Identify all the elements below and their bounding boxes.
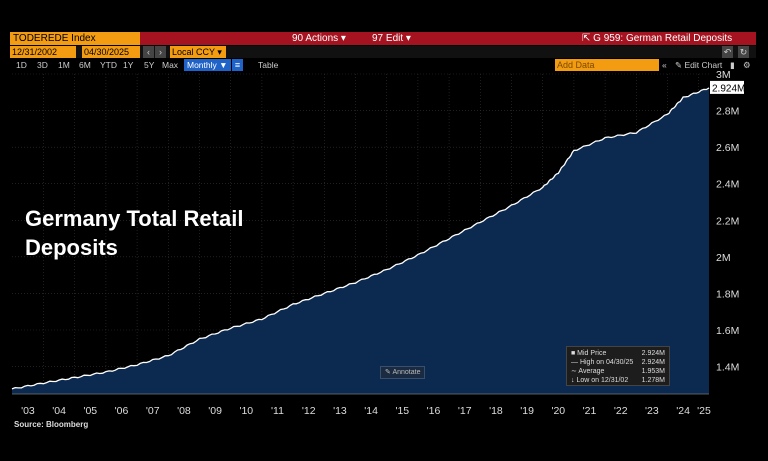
y-tick-label: 2.6M	[716, 142, 739, 154]
frequency-select[interactable]: Monthly ▼	[184, 59, 231, 71]
x-tick-label: '12	[302, 405, 316, 417]
chevron-left-icon: ‹	[147, 47, 150, 57]
x-tick-label: '19	[520, 405, 534, 417]
date-toolbar: 12/31/2002 04/30/2025 ‹ › Local CCY ▾ ↶ …	[10, 46, 756, 58]
y-tick-label: 2M	[716, 252, 731, 264]
series-line	[11, 87, 710, 390]
range-6m[interactable]: 6M	[79, 60, 91, 70]
ticker-field[interactable]: TODEREDE Index	[10, 32, 140, 45]
x-tick-label: '15	[395, 405, 409, 417]
export-icon: ⇱	[582, 33, 591, 44]
x-tick-label: '16	[427, 405, 441, 417]
x-tick-label: '17	[458, 405, 472, 417]
gear-icon[interactable]: ⚙	[743, 60, 751, 70]
range-max[interactable]: Max	[162, 60, 179, 70]
legend-row: ↓ Low on 12/31/02 1.278M	[571, 376, 665, 385]
currency-select[interactable]: Local CCY ▾	[170, 46, 226, 58]
refresh-button[interactable]: ↻	[738, 46, 749, 58]
x-tick-label: '25	[697, 405, 711, 417]
legend-row: ∼ Average 1.953M	[571, 367, 665, 376]
legend-row: — High on 04/30/25 2.924M	[571, 358, 665, 367]
legend: ■ Mid Price 2.924M — High on 04/30/25 2.924…	[566, 346, 670, 386]
chart-id: ⇱ G 959: German Retail Deposits	[582, 33, 733, 44]
y-tick-label: 1.8M	[716, 288, 739, 300]
table-button[interactable]: Table	[258, 60, 279, 70]
legend-value: 2.924M	[641, 359, 665, 366]
last-value-label: 2.924M	[710, 80, 745, 94]
y-tick-label: 1.4M	[716, 362, 739, 374]
undo-icon: ↶	[723, 47, 732, 57]
y-axis: 1.4M 1.6M 1.8M 2M 2.2M 2.4M 2.6M 2.8M 3M	[716, 69, 739, 374]
top-toolbar: TODEREDE Index 90 Actions ▾ 97 Edit ▾ ⇱ …	[10, 32, 756, 45]
y-tick-label: 1.6M	[716, 325, 739, 337]
overlay-title-line1: Germany Total Retail	[25, 206, 244, 231]
chevron-right-icon: ›	[159, 47, 162, 57]
source-note: Source: Bloomberg	[14, 420, 89, 429]
last-value-text: 2.924M	[712, 83, 745, 94]
forward-button[interactable]: ›	[155, 46, 166, 58]
x-tick-label: '03	[21, 405, 35, 417]
x-tick-label: '04	[52, 405, 66, 417]
add-data-input[interactable]: Add Data	[555, 59, 659, 71]
x-tick-label: '22	[614, 405, 628, 417]
start-date-input[interactable]: 12/31/2002	[10, 46, 76, 58]
x-tick-label: '24	[676, 405, 690, 417]
x-tick-label: '18	[489, 405, 503, 417]
pencil-icon: ✎	[385, 369, 391, 376]
x-tick-label: '14	[364, 405, 378, 417]
legend-value: 1.953M	[641, 368, 665, 375]
stats-icon[interactable]: ▮	[730, 60, 735, 70]
legend-value: 1.278M	[641, 377, 665, 384]
legend-row: ■ Mid Price 2.924M	[571, 349, 665, 358]
pencil-icon: ✎	[675, 60, 683, 70]
range-toolbar: 1D 3D 1M 6M YTD 1Y 5Y Max Monthly ▼ ≡ Ta…	[10, 59, 756, 71]
legend-label: ↓ Low on 12/31/02	[571, 377, 629, 384]
range-5y[interactable]: 5Y	[144, 60, 155, 70]
end-date-input[interactable]: 04/30/2025	[82, 46, 140, 58]
x-tick-label: '06	[115, 405, 129, 417]
range-ytd[interactable]: YTD	[100, 60, 117, 70]
x-tick-label: '13	[333, 405, 347, 417]
x-tick-label: '23	[645, 405, 659, 417]
legend-label: ■ Mid Price	[571, 350, 607, 357]
x-axis: '03 '04 '05 '06 '07 '08 '09 '10 '11 '12 '13 '14 '15 '…	[12, 393, 711, 417]
x-tick-label: '07	[146, 405, 160, 417]
annotate-button[interactable]: ✎ Annotate	[380, 366, 426, 379]
range-1m[interactable]: 1M	[58, 60, 70, 70]
range-1y[interactable]: 1Y	[123, 60, 134, 70]
x-tick-label: '05	[83, 405, 97, 417]
overlay-title-line2: Deposits	[25, 235, 118, 260]
legend-label: ∼ Average	[571, 368, 605, 375]
edit-chart-button[interactable]: ✎ Edit Chart	[675, 60, 723, 70]
overlay-title: Germany Total Retail Deposits	[25, 204, 355, 262]
x-tick-label: '11	[271, 405, 284, 417]
last-value-box	[710, 80, 744, 94]
x-tick-label: '21	[583, 405, 597, 417]
collapse-icon[interactable]: «	[662, 60, 667, 70]
chart-icon: ≡	[234, 60, 241, 70]
series-area	[12, 87, 709, 395]
refresh-icon: ↻	[739, 47, 748, 57]
undo-button[interactable]: ↶	[722, 46, 733, 58]
back-button[interactable]: ‹	[143, 46, 154, 58]
edit-menu[interactable]: 97 Edit ▾	[372, 33, 411, 44]
x-tick-label: '10	[239, 405, 253, 417]
x-tick-label: '20	[551, 405, 565, 417]
x-tick-label: '08	[177, 405, 191, 417]
chart-type-button[interactable]: ≡	[232, 59, 243, 71]
range-3d[interactable]: 3D	[37, 60, 48, 70]
legend-label: — High on 04/30/25	[571, 359, 634, 366]
y-tick-label: 3M	[716, 69, 731, 81]
y-tick-label: 2.2M	[716, 215, 739, 227]
y-tick-label: 2.4M	[716, 179, 739, 191]
x-tick-label: '09	[208, 405, 222, 417]
actions-menu[interactable]: 90 Actions ▾	[292, 33, 346, 44]
y-tick-label: 2.8M	[716, 106, 739, 118]
legend-value: 2.924M	[641, 350, 665, 357]
range-1d[interactable]: 1D	[16, 60, 27, 70]
